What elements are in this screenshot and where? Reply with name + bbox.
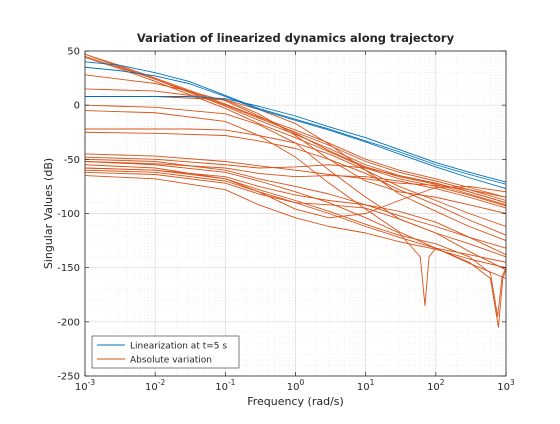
- absolute-variation-curve: [84, 104, 507, 258]
- linearization-curve: [84, 66, 507, 190]
- absolute-variation-curve: [84, 169, 507, 328]
- x-tick-label: 10-1: [215, 378, 235, 393]
- absolute-variation-curve: [85, 128, 507, 227]
- linearization-curve: [85, 96, 507, 183]
- x-tick-label: 100: [287, 378, 305, 393]
- x-axis-label: Frequency (rad/s): [247, 395, 344, 408]
- absolute-variation-curve: [84, 131, 507, 236]
- x-tick-label: 103: [497, 378, 515, 393]
- x-tick-label: 10-3: [75, 378, 95, 393]
- grid: [84, 50, 507, 377]
- linearization-curve: [84, 61, 507, 185]
- x-tick-label: 102: [427, 378, 445, 393]
- absolute-variation-curve: [84, 57, 507, 207]
- absolute-variation-curve: [85, 96, 507, 242]
- legend-label-absolute-variation: Absolute variation: [130, 356, 212, 366]
- y-tick-label: -50: [64, 155, 80, 166]
- legend-box: [91, 335, 240, 369]
- y-tick-label: -250: [57, 372, 80, 383]
- y-tick-label: -150: [57, 263, 80, 274]
- y-tick-label: 0: [74, 101, 80, 112]
- absolute-variation-curve: [84, 161, 507, 209]
- absolute-variation-curve: [84, 167, 507, 256]
- ticks: 10-3 10-2 10-1 100 101 102 103 50 0 -50 -100 -150 -2…: [57, 47, 515, 394]
- absolute-variation-curve: [84, 167, 507, 317]
- absolute-variation-curve: [84, 171, 507, 271]
- legend-label-linearization: Linearization at t=5 s: [130, 342, 227, 352]
- absolute-variation-curve: [84, 153, 507, 198]
- data-curves: [84, 53, 507, 328]
- x-tick-label: 101: [357, 378, 375, 393]
- absolute-variation-curve: [84, 161, 507, 307]
- legend: Linearization at t=5 s Absolute variatio…: [91, 335, 240, 369]
- y-axis-label: Singular Values (dB): [42, 158, 55, 269]
- absolute-variation-curve: [84, 53, 507, 198]
- y-tick-label: -200: [57, 317, 80, 328]
- y-tick-label: 50: [67, 47, 80, 58]
- absolute-variation-curve: [84, 158, 507, 249]
- absolute-variation-curve: [84, 156, 507, 204]
- x-tick-label: 10-2: [145, 378, 165, 393]
- chart-title: Variation of linearized dynamics along t…: [137, 31, 455, 45]
- y-tick-label: -100: [57, 209, 80, 220]
